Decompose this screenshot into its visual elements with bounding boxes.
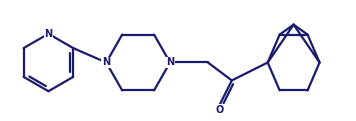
Text: N: N	[44, 29, 52, 39]
Text: N: N	[102, 57, 110, 68]
Text: O: O	[216, 105, 224, 115]
Text: N: N	[166, 57, 174, 68]
